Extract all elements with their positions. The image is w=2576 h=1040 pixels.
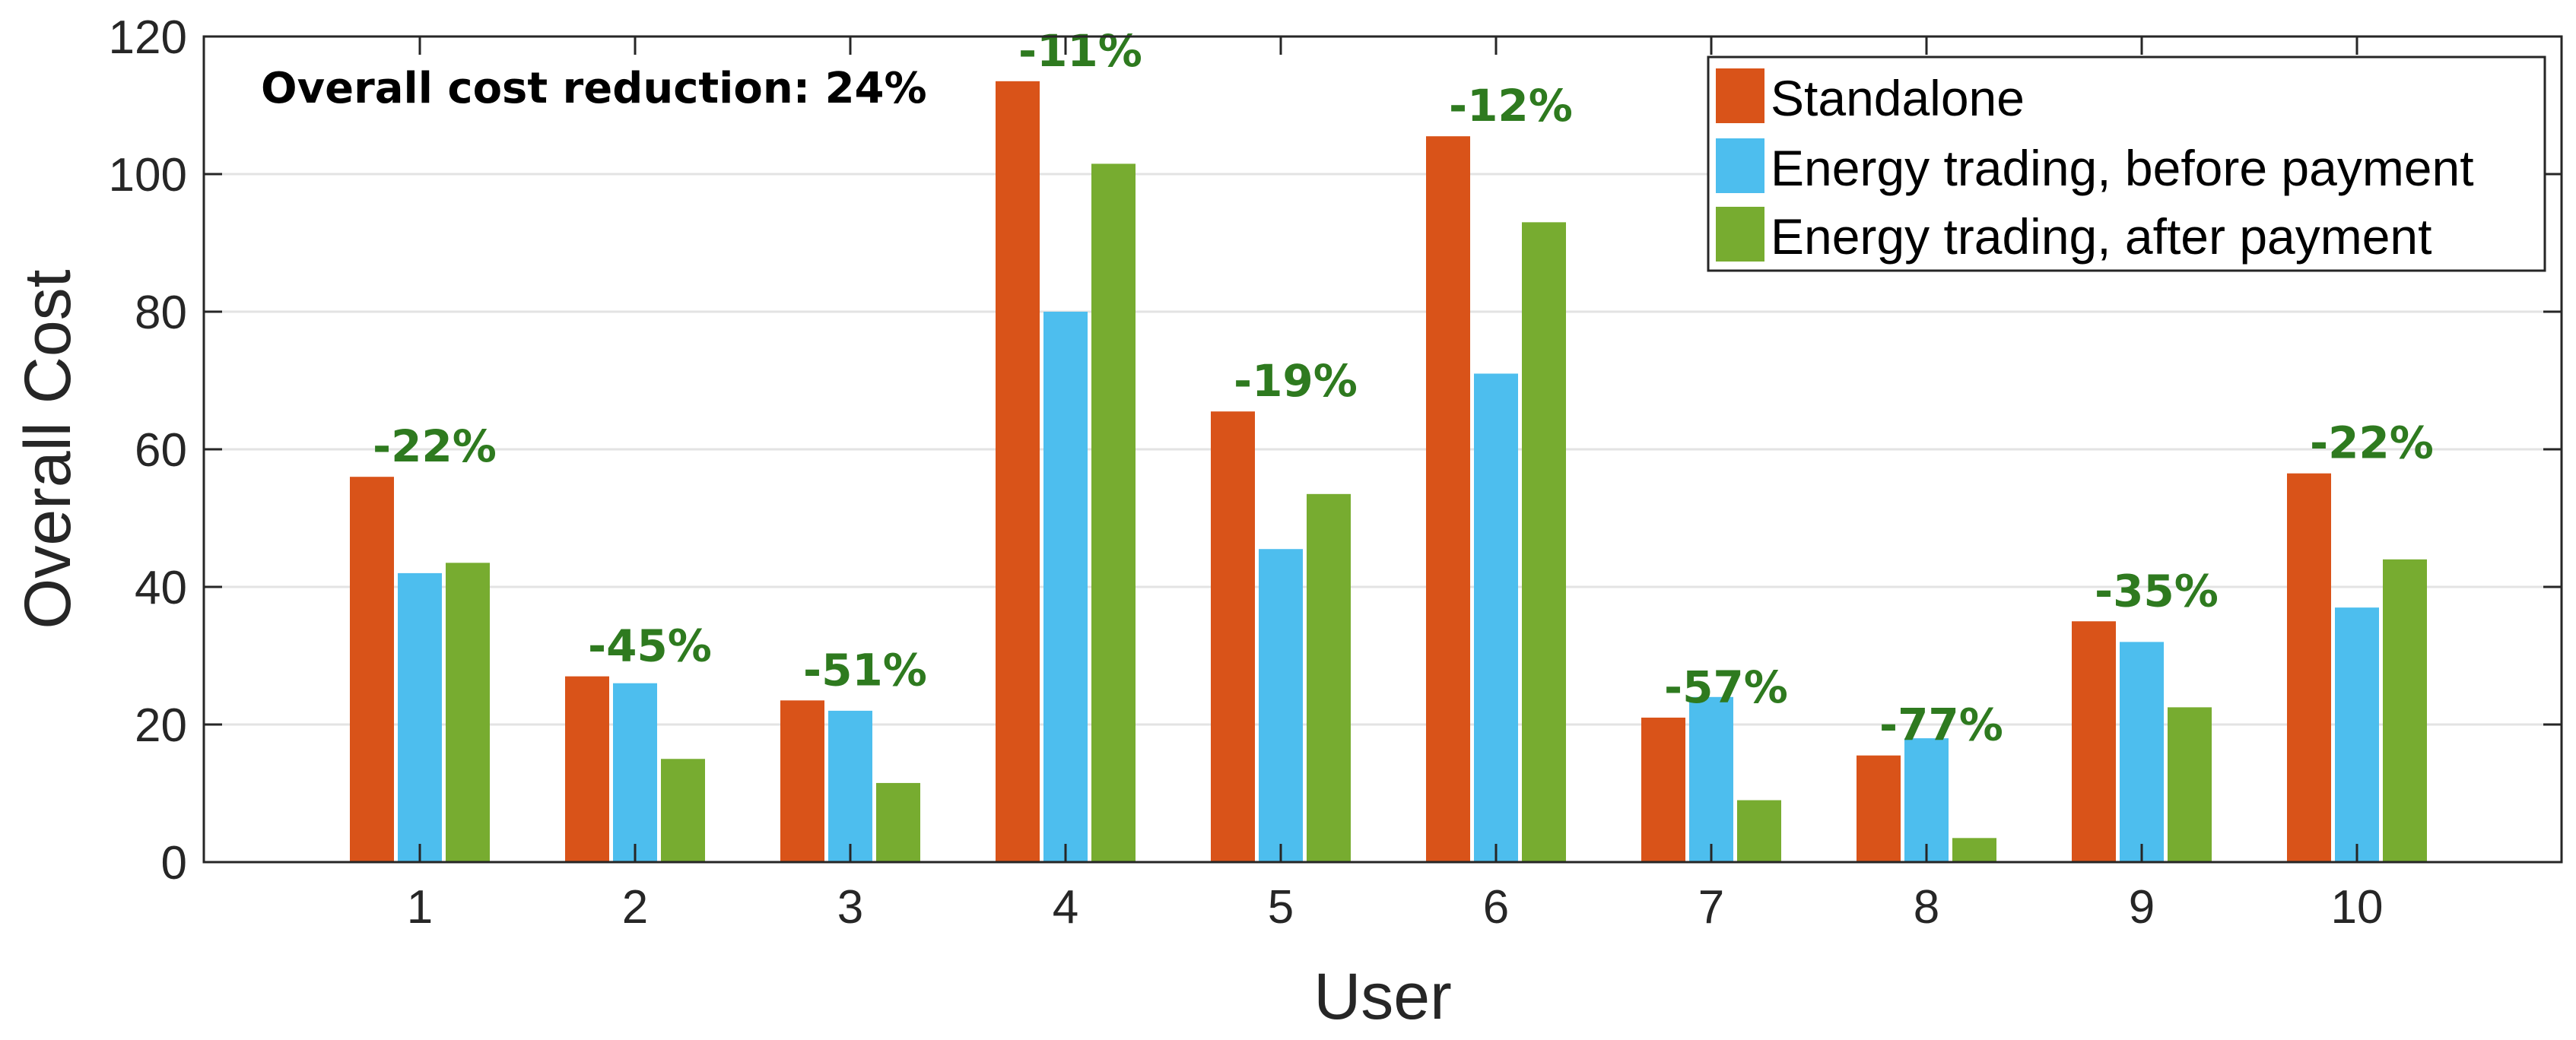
bar-before-payment — [613, 683, 657, 862]
reduction-label: -12% — [1449, 80, 1573, 132]
bar-after-payment — [446, 563, 490, 862]
bar-before-payment — [1474, 373, 1518, 862]
bar-standalone — [780, 700, 824, 862]
reduction-label: -22% — [2310, 417, 2434, 469]
y-axis-title: Overall Cost — [11, 269, 84, 629]
bar-after-payment — [876, 782, 920, 862]
legend-swatch-standalone — [1716, 68, 1764, 123]
bar-after-payment — [2168, 707, 2212, 862]
reduction-label: -19% — [1234, 355, 1358, 407]
bar-standalone — [996, 81, 1040, 863]
bar-after-payment — [1952, 838, 1996, 862]
x-tick-label: 7 — [1698, 881, 1724, 934]
bar-before-payment — [828, 710, 872, 862]
legend-label-after-payment: Energy trading, after payment — [1771, 208, 2431, 265]
y-tick-label: 20 — [135, 699, 187, 752]
y-tick-label: 40 — [135, 562, 187, 614]
y-tick-label: 80 — [135, 287, 187, 339]
reduction-label: -57% — [1664, 661, 1788, 713]
bar-before-payment — [2335, 607, 2379, 862]
bar-after-payment — [1091, 163, 1136, 863]
bar-before-payment — [1689, 696, 1733, 862]
x-tick-labels: 1 2 3 4 5 6 7 8 9 10 — [407, 881, 2384, 934]
legend-swatch-before-payment — [1716, 138, 1764, 193]
bar-standalone — [565, 676, 609, 862]
bars — [350, 81, 2427, 863]
overall-reduction-annotation: Overall cost reduction: 24% — [261, 64, 927, 113]
bar-after-payment — [1522, 222, 1566, 863]
x-tick-label: 10 — [2331, 881, 2384, 934]
bar-before-payment — [398, 572, 442, 862]
reduction-label: -11% — [1018, 25, 1142, 77]
bar-standalone — [2287, 473, 2331, 862]
reduction-label: -45% — [588, 620, 712, 672]
x-tick-label: 3 — [837, 881, 863, 934]
bar-standalone — [1857, 755, 1901, 862]
bar-after-payment — [1307, 493, 1351, 862]
legend-label-before-payment: Energy trading, before payment — [1771, 140, 2474, 196]
x-tick-label: 9 — [2129, 881, 2155, 934]
bar-after-payment — [1737, 800, 1781, 862]
legend-label-standalone: Standalone — [1771, 70, 2025, 126]
bar-standalone — [1211, 411, 1255, 862]
x-tick-label: 4 — [1053, 881, 1078, 934]
reduction-label: -51% — [803, 644, 927, 696]
y-tick-labels: 0 20 40 60 80 100 120 — [109, 11, 187, 889]
bar-standalone — [350, 477, 394, 862]
y-tick-label: 0 — [161, 837, 187, 889]
y-tick-label: 60 — [135, 424, 187, 477]
bar-before-payment — [1904, 738, 1949, 862]
x-tick-label: 8 — [1914, 881, 1939, 934]
bar-before-payment — [2120, 642, 2164, 862]
reduction-labels: -22% -45% -51% -11% -19% -12% -57% -77% -35% -22% — [373, 25, 2434, 751]
bar-standalone — [2072, 621, 2116, 862]
x-tick-label: 2 — [622, 881, 648, 934]
bar-before-payment — [1043, 312, 1088, 862]
reduction-label: -35% — [2095, 565, 2219, 617]
axis-ticks — [204, 35, 2562, 864]
reduction-label: -22% — [373, 420, 497, 472]
x-tick-label: 6 — [1483, 881, 1509, 934]
bar-before-payment — [1259, 549, 1303, 862]
x-tick-label: 5 — [1268, 881, 1294, 934]
legend-swatch-after-payment — [1716, 207, 1764, 262]
x-axis-title: User — [1313, 960, 1452, 1033]
legend-box — [1707, 55, 2546, 272]
bar-after-payment — [661, 759, 705, 862]
y-tick-label: 120 — [109, 11, 187, 64]
x-tick-label: 1 — [407, 881, 433, 934]
bar-standalone — [1426, 136, 1470, 863]
bar-after-payment — [2383, 559, 2427, 862]
reduction-label: -77% — [1879, 699, 2003, 751]
legend: Standalone Energy trading, before paymen… — [1707, 55, 2546, 272]
y-tick-label: 100 — [109, 149, 187, 201]
bar-standalone — [1641, 717, 1685, 862]
